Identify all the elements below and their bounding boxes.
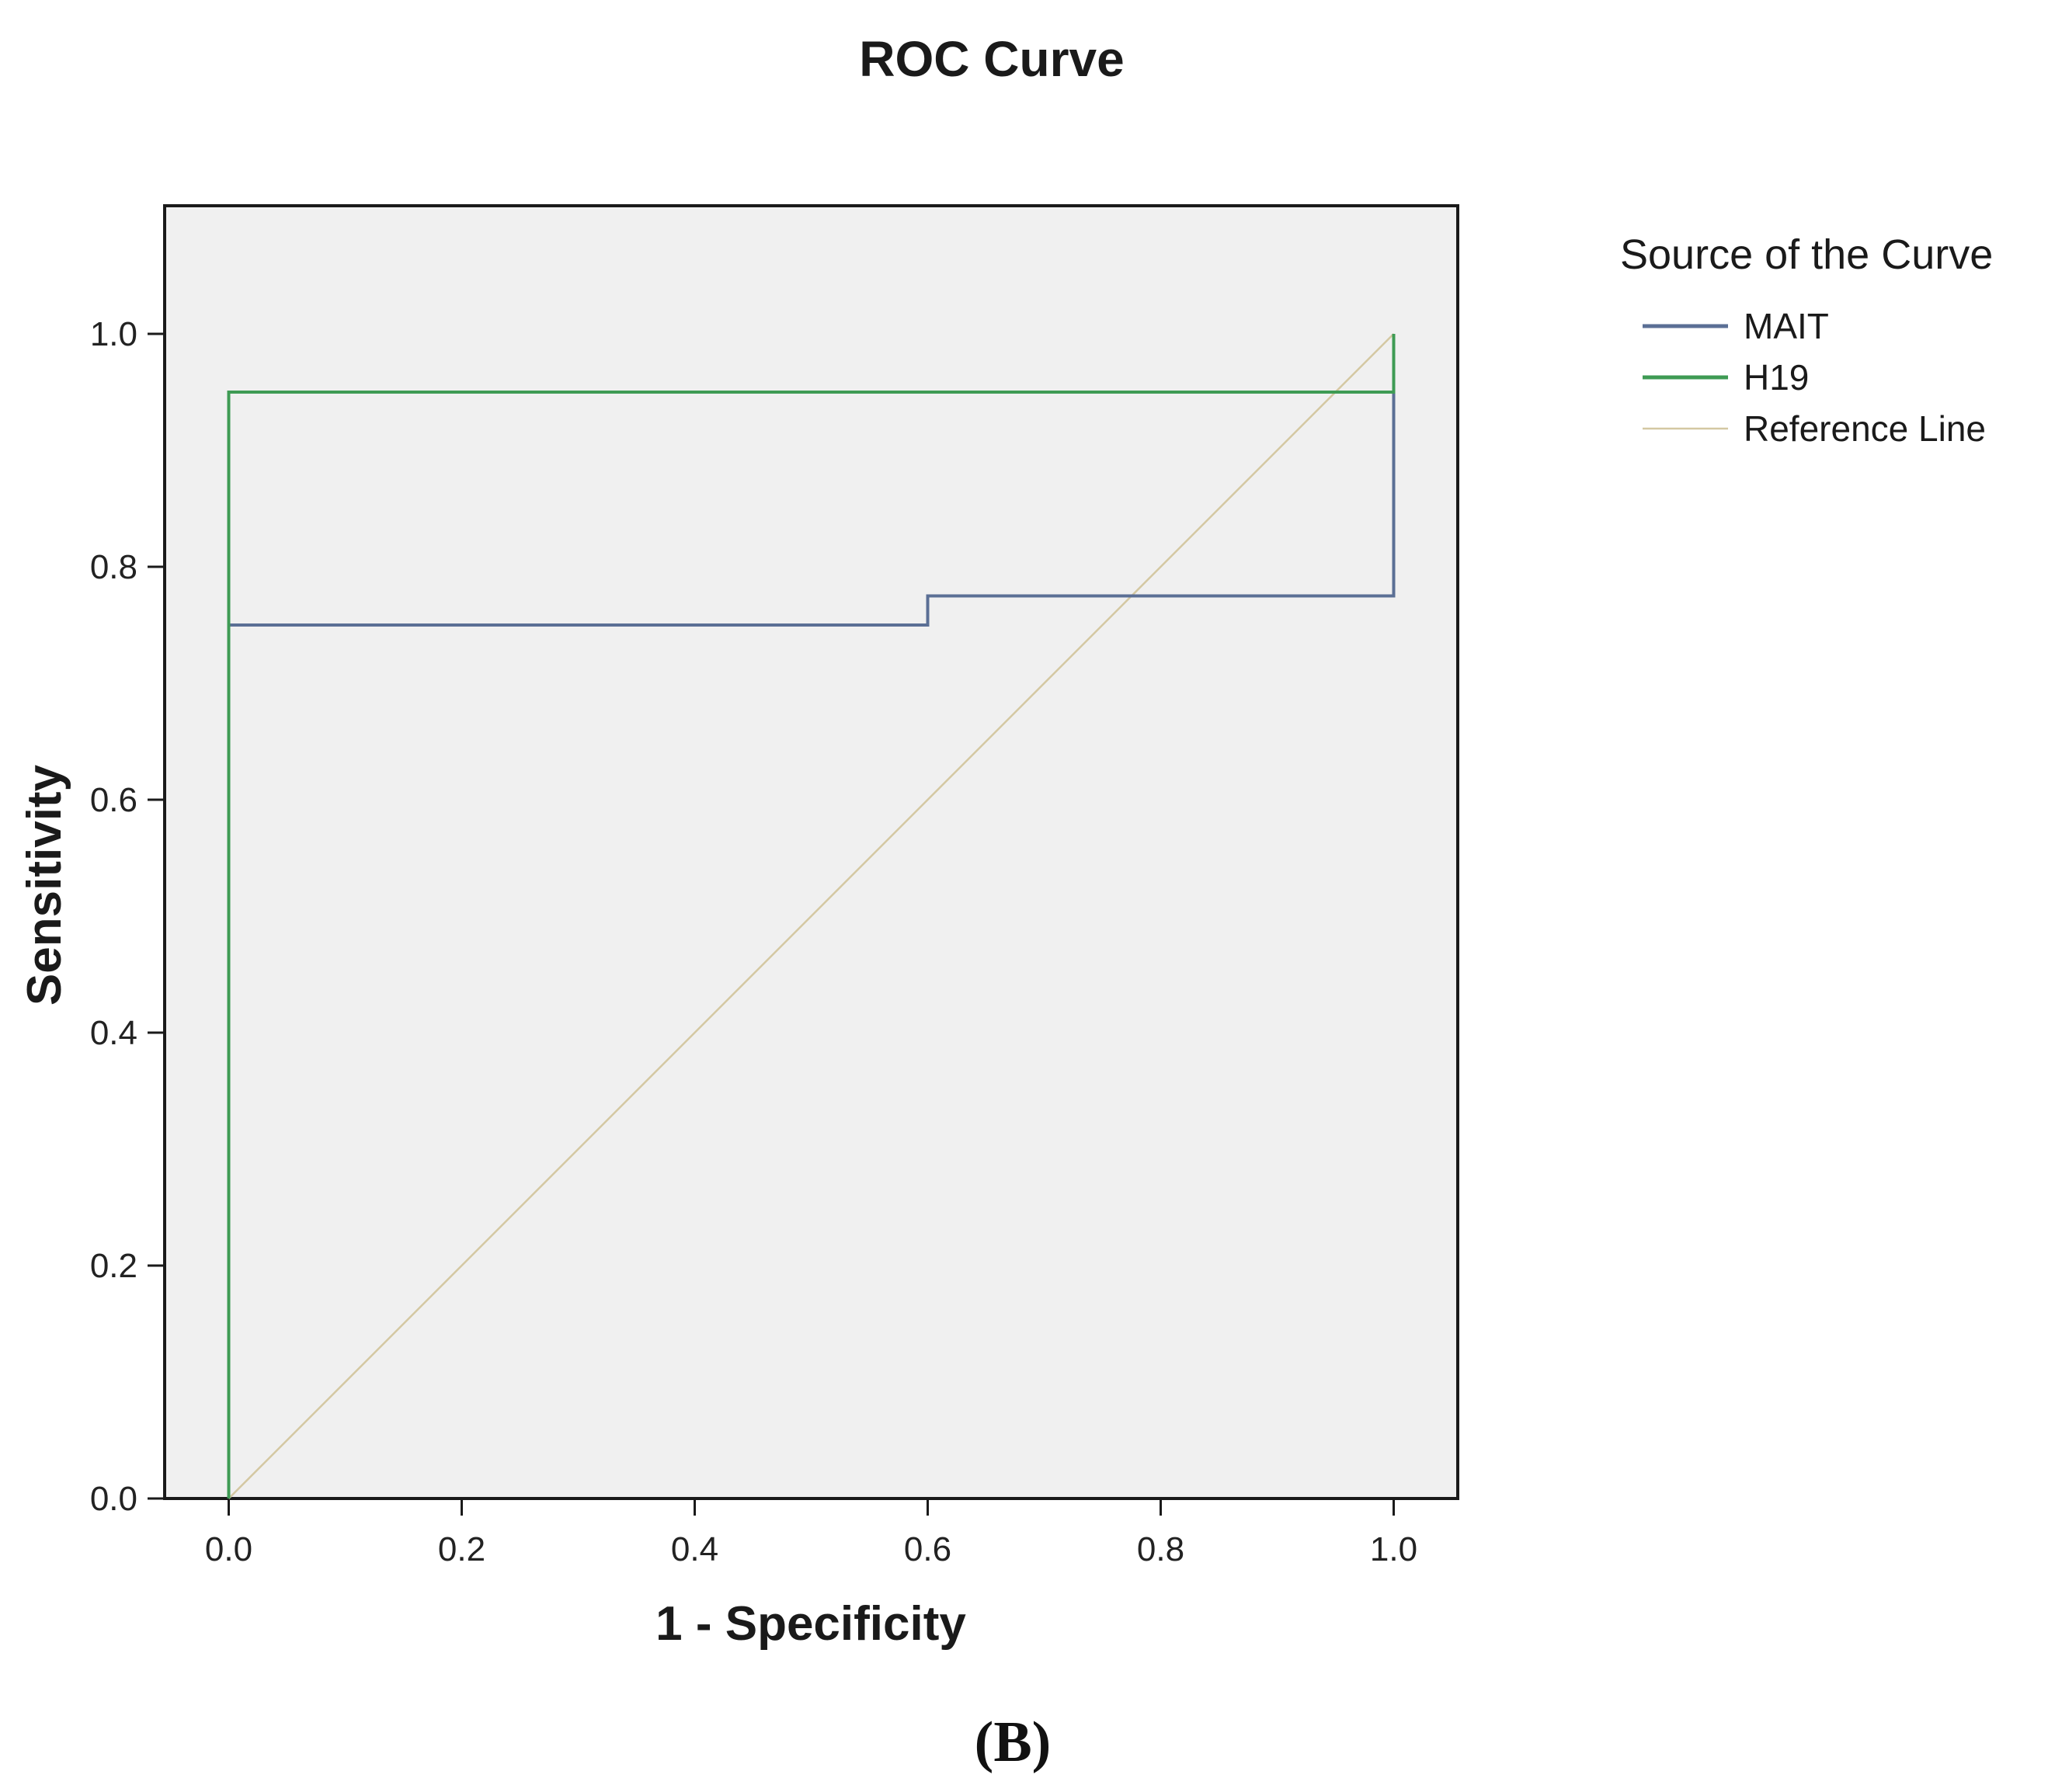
series-line-h19: [227, 334, 1396, 1499]
x-axis-label: 1 - Specificity: [655, 1597, 966, 1651]
tick-labels: 0.0 0.2 0.4 0.6 0.8 1.0 0.0 0.2 0.4 0.6 0.8 1.0: [90, 315, 1417, 1568]
legend-items: MAIT H19 Reference Line: [1643, 306, 1986, 449]
series-layer: [227, 333, 1396, 1499]
legend-label-mait: MAIT: [1744, 306, 1829, 346]
y-tick-label: 0.4: [90, 1014, 137, 1052]
y-axis-label: Sensitivity: [18, 764, 71, 1005]
x-tick-label: 0.6: [904, 1530, 951, 1568]
tick-marks: [148, 332, 1395, 1516]
y-tick-label: 0.6: [90, 781, 137, 819]
legend-label-h19: H19: [1744, 357, 1809, 398]
plot-area: [163, 204, 1459, 1500]
y-tick-label: 1.0: [90, 315, 137, 353]
legend-title: Source of the Curve: [1620, 231, 1993, 278]
legend: Source of the Curve MAIT H19 Reference Lin…: [1620, 231, 1993, 449]
x-tick-label: 0.8: [1137, 1530, 1184, 1568]
y-tick-label: 0.2: [90, 1247, 137, 1285]
y-tick-label: 0.0: [90, 1480, 137, 1518]
x-tick-label: 0.4: [671, 1530, 718, 1568]
x-tick-label: 1.0: [1370, 1530, 1417, 1568]
x-tick-label: 0.0: [205, 1530, 252, 1568]
legend-label-reference-line: Reference Line: [1744, 408, 1986, 449]
chart-title: ROC Curve: [859, 31, 1124, 87]
panel-label: (B): [975, 1710, 1052, 1774]
y-tick-label: 0.8: [90, 548, 137, 586]
series-line-reference-line: [228, 333, 1395, 1499]
x-tick-label: 0.2: [438, 1530, 485, 1568]
